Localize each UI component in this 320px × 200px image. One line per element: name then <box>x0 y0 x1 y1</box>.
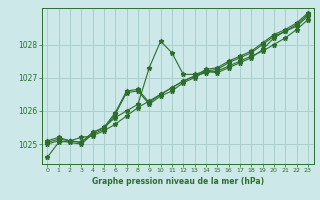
X-axis label: Graphe pression niveau de la mer (hPa): Graphe pression niveau de la mer (hPa) <box>92 177 264 186</box>
